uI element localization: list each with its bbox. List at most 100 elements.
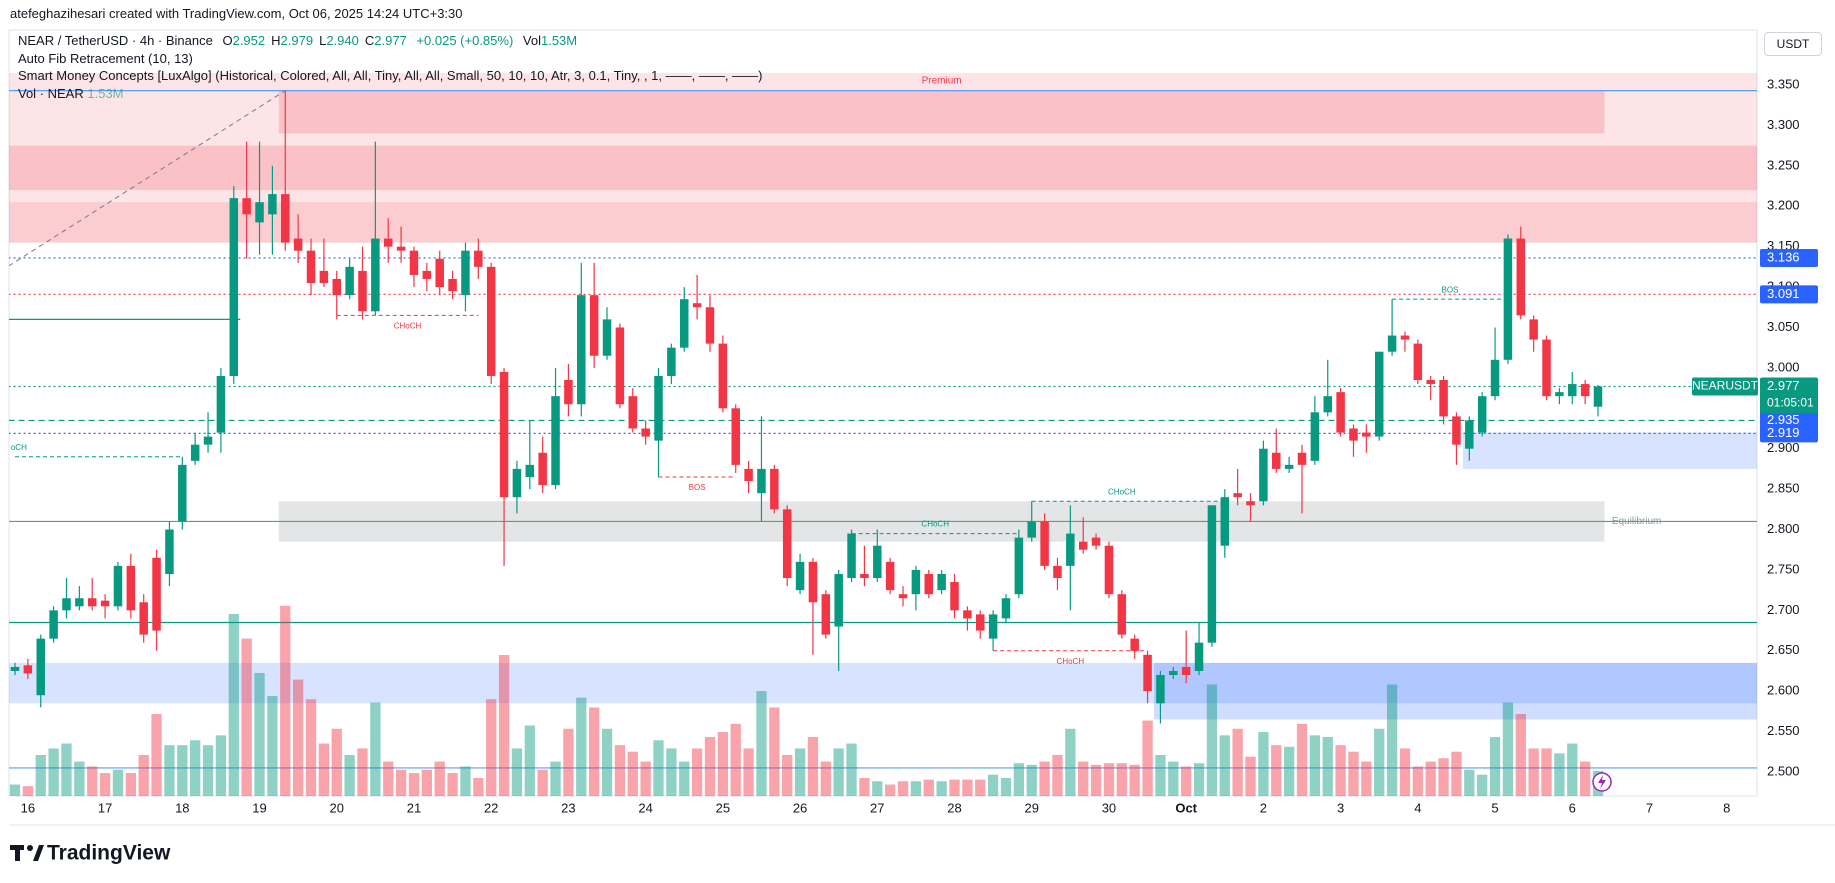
candle-body bbox=[1040, 521, 1049, 566]
volume-bar bbox=[318, 743, 330, 796]
candle-body bbox=[358, 270, 367, 312]
volume-bar bbox=[730, 723, 741, 796]
candle-body bbox=[1400, 335, 1410, 340]
vol-key: Vol bbox=[522, 33, 541, 48]
candle-body bbox=[203, 436, 213, 445]
currency-button[interactable]: USDT bbox=[1764, 32, 1822, 56]
candle-body bbox=[371, 238, 380, 312]
structure-label: CHoCH bbox=[921, 520, 949, 529]
field-value: 2.952 bbox=[232, 33, 266, 48]
volume-bar bbox=[48, 748, 59, 796]
volume-bar bbox=[987, 774, 999, 796]
volume-bar bbox=[1193, 763, 1205, 796]
y-tick-label: 2.800 bbox=[1767, 521, 1800, 536]
volume-bar bbox=[35, 755, 46, 796]
volume-bar bbox=[691, 748, 703, 796]
candle-body bbox=[1104, 545, 1114, 595]
price-tag bbox=[1760, 285, 1818, 304]
volume-bar bbox=[1579, 761, 1591, 796]
volume-bar bbox=[1412, 766, 1423, 796]
volume-bar bbox=[1309, 735, 1321, 796]
zone bbox=[9, 202, 1757, 243]
candle-body bbox=[1336, 392, 1345, 433]
volume-bar bbox=[1052, 755, 1063, 796]
candle-body bbox=[1349, 428, 1358, 441]
candle-body bbox=[873, 545, 882, 579]
volume-bar bbox=[833, 748, 844, 796]
x-tick-label: 22 bbox=[484, 800, 498, 815]
volume-bar bbox=[87, 766, 98, 796]
candle-body bbox=[1194, 642, 1204, 671]
volume-bar bbox=[447, 773, 458, 796]
candle-body bbox=[602, 319, 612, 356]
candle-body bbox=[461, 250, 470, 296]
candle-body bbox=[1143, 654, 1152, 692]
volume-bar bbox=[1232, 728, 1243, 796]
candle-body bbox=[1181, 666, 1191, 676]
volume-bar bbox=[177, 745, 188, 796]
x-tick-label: 20 bbox=[330, 800, 344, 815]
structure-label: CHoCH bbox=[394, 321, 422, 330]
candle-body bbox=[1452, 416, 1461, 445]
zone bbox=[278, 90, 1605, 134]
candle-body bbox=[1593, 386, 1603, 407]
plot-frame bbox=[8, 29, 1758, 797]
volume-bar bbox=[807, 736, 819, 796]
volume-bar bbox=[1219, 735, 1230, 796]
candle-body bbox=[1310, 412, 1320, 461]
volume-bar bbox=[357, 748, 368, 796]
volume-bar bbox=[1386, 684, 1398, 796]
indicator-smc: Smart Money Concepts [LuxAlgo] (Historic… bbox=[18, 68, 763, 83]
x-tick-label: 3 bbox=[1337, 800, 1344, 815]
candle-body bbox=[589, 295, 599, 356]
candle-body bbox=[1156, 675, 1165, 704]
candle-body bbox=[216, 375, 226, 433]
volume-bar bbox=[395, 769, 407, 796]
candle-body bbox=[679, 299, 689, 348]
axes: 2.500 2.550 2.600 2.650 2.700 2.750 2.800 2.850… bbox=[21, 76, 1818, 815]
volume-bar bbox=[1206, 684, 1218, 796]
x-tick-label: 17 bbox=[98, 800, 112, 815]
candle-body bbox=[255, 202, 264, 223]
volume-bar bbox=[1181, 766, 1192, 796]
price-tag-label: 2.919 bbox=[1767, 425, 1800, 440]
candle-body bbox=[165, 529, 174, 574]
candle-body bbox=[332, 278, 341, 296]
structure-label: CHoCH bbox=[1057, 657, 1085, 666]
candle-body bbox=[1426, 380, 1435, 385]
candle-body bbox=[551, 396, 560, 486]
zone bbox=[9, 145, 1757, 191]
candle-body bbox=[757, 468, 766, 494]
structure-label: CHoCH bbox=[1108, 487, 1136, 496]
volume-bar bbox=[511, 748, 523, 796]
volume-bar bbox=[872, 781, 883, 796]
volume-bar bbox=[537, 769, 548, 796]
field-key: L bbox=[319, 33, 327, 48]
candle-body bbox=[1053, 565, 1062, 579]
volume-bar bbox=[1554, 753, 1565, 796]
price-tag bbox=[1760, 248, 1818, 267]
volume-bar bbox=[614, 745, 626, 796]
candle-body bbox=[1284, 464, 1294, 469]
volume-bar bbox=[601, 728, 613, 796]
candle-body bbox=[486, 266, 496, 376]
volume-bar bbox=[1078, 761, 1089, 796]
zone bbox=[9, 72, 1757, 243]
y-tick-label: 3.300 bbox=[1767, 117, 1800, 132]
candle-body bbox=[126, 565, 136, 611]
candle-body bbox=[564, 380, 573, 405]
candle-body bbox=[229, 198, 239, 376]
x-tick-label: 29 bbox=[1024, 800, 1038, 815]
candle-body bbox=[345, 266, 354, 296]
candle-body bbox=[782, 509, 792, 579]
zone-label: Premium bbox=[922, 76, 962, 87]
volume-bar bbox=[292, 679, 304, 796]
volume-bar bbox=[1335, 745, 1346, 796]
volume-bar bbox=[408, 773, 420, 796]
structure-label: BOS bbox=[1442, 285, 1459, 294]
zone bbox=[1153, 662, 1757, 720]
y-tick-label: 2.700 bbox=[1767, 602, 1800, 617]
candle-body bbox=[744, 468, 753, 482]
candle-body bbox=[306, 250, 316, 284]
candle-body bbox=[281, 194, 290, 243]
